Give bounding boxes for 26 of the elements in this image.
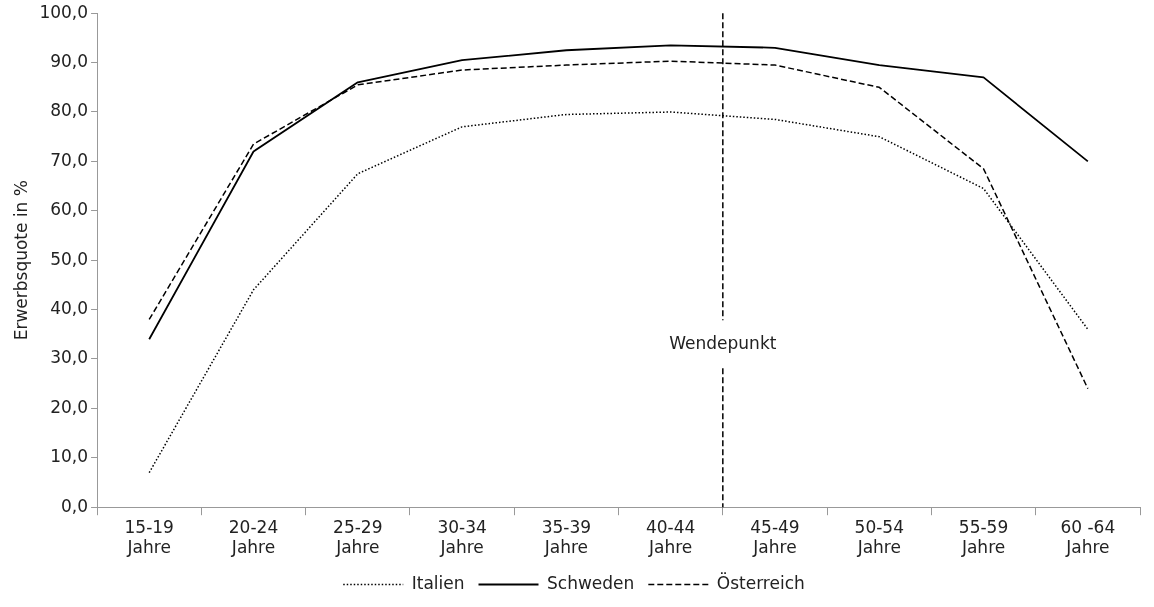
x-tick-label: 20-24 Jahre [228,516,279,558]
y-tick-label: 60,0 [50,199,89,220]
x-tick-label: 45-49 Jahre [750,516,800,558]
y-tick-label: 50,0 [50,248,89,269]
x-tick-label: 55-59 Jahre [958,516,1009,558]
legend-label: Österreich [716,571,805,593]
y-tick-label: 30,0 [50,347,89,368]
y-tick-label: 70,0 [50,149,89,170]
x-tick-label: 15-19 Jahre [124,516,174,558]
x-tick-label: 40-44 Jahre [645,516,696,558]
y-tick-label: 10,0 [50,446,89,467]
annotation: Wendepunkt [669,332,777,353]
x-tick-label: 60 -64 Jahre [1060,516,1116,558]
x-tick-label: 50-54 Jahre [854,516,904,558]
y-tick-label: 40,0 [50,298,89,319]
x-tick-label: 25-29 Jahre [333,516,383,558]
y-tick-label: 90,0 [50,51,89,72]
y-tick-label: 20,0 [50,396,89,417]
y-axis-title: Erwerbsquote in % [10,180,31,341]
y-tick-label: 0,0 [61,495,89,516]
x-tick-label: 35-39 Jahre [541,516,592,558]
y-tick-label: 80,0 [50,100,89,121]
x-tick-label: 30-34 Jahre [437,516,487,558]
legend-label: Italien [411,572,465,593]
legend-label: Schweden [547,572,635,593]
y-tick-label: 100,0 [39,1,89,22]
